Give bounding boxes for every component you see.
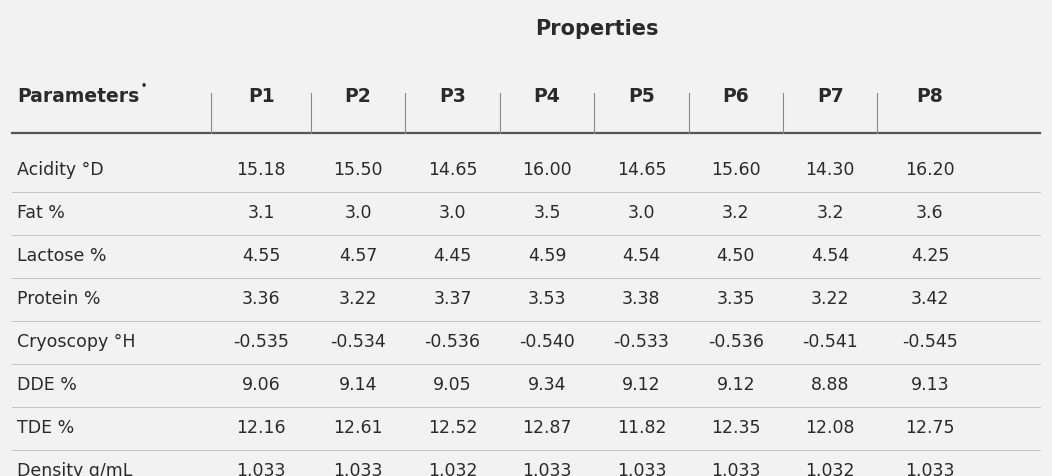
Text: -0.534: -0.534 — [330, 333, 386, 351]
Text: 3.0: 3.0 — [439, 205, 466, 222]
Text: 4.54: 4.54 — [623, 248, 661, 266]
Text: 15.60: 15.60 — [711, 161, 761, 179]
Text: Fat %: Fat % — [17, 205, 65, 222]
Text: 3.38: 3.38 — [622, 290, 661, 308]
Text: P4: P4 — [533, 88, 561, 106]
Text: 12.52: 12.52 — [428, 419, 478, 437]
Text: 9.12: 9.12 — [716, 377, 755, 394]
Text: Cryoscopy °H: Cryoscopy °H — [17, 333, 136, 351]
Text: 1.033: 1.033 — [905, 462, 955, 476]
Text: 3.5: 3.5 — [533, 205, 561, 222]
Text: 3.6: 3.6 — [916, 205, 944, 222]
Text: 16.20: 16.20 — [905, 161, 955, 179]
Text: P2: P2 — [345, 88, 371, 106]
Text: 9.12: 9.12 — [622, 377, 661, 394]
Text: 4.57: 4.57 — [339, 248, 378, 266]
Text: 4.45: 4.45 — [433, 248, 471, 266]
Text: 4.50: 4.50 — [716, 248, 755, 266]
Text: 4.59: 4.59 — [528, 248, 566, 266]
Text: 12.35: 12.35 — [711, 419, 761, 437]
Text: 3.2: 3.2 — [816, 205, 844, 222]
Text: -0.541: -0.541 — [803, 333, 858, 351]
Text: 14.65: 14.65 — [428, 161, 478, 179]
Text: 3.22: 3.22 — [811, 290, 850, 308]
Text: 3.2: 3.2 — [722, 205, 750, 222]
Text: 1.032: 1.032 — [806, 462, 855, 476]
Text: Lactose %: Lactose % — [17, 248, 106, 266]
Text: 16.00: 16.00 — [522, 161, 572, 179]
Text: 3.53: 3.53 — [528, 290, 566, 308]
Text: P3: P3 — [439, 88, 466, 106]
Text: -0.536: -0.536 — [425, 333, 481, 351]
Text: •: • — [141, 81, 147, 91]
Text: -0.536: -0.536 — [708, 333, 764, 351]
Text: Acidity °D: Acidity °D — [17, 161, 104, 179]
Text: P7: P7 — [817, 88, 844, 106]
Text: -0.540: -0.540 — [519, 333, 574, 351]
Text: 1.033: 1.033 — [711, 462, 761, 476]
Text: 9.14: 9.14 — [339, 377, 378, 394]
Text: 3.37: 3.37 — [433, 290, 471, 308]
Text: P6: P6 — [723, 88, 749, 106]
Text: 1.033: 1.033 — [522, 462, 571, 476]
Text: 12.61: 12.61 — [333, 419, 383, 437]
Text: 12.08: 12.08 — [806, 419, 855, 437]
Text: 1.032: 1.032 — [428, 462, 478, 476]
Text: -0.535: -0.535 — [234, 333, 289, 351]
Text: 3.36: 3.36 — [242, 290, 281, 308]
Text: 9.34: 9.34 — [528, 377, 566, 394]
Text: 12.87: 12.87 — [522, 419, 571, 437]
Text: 9.13: 9.13 — [911, 377, 949, 394]
Text: 15.18: 15.18 — [237, 161, 286, 179]
Text: Density g/mL: Density g/mL — [17, 462, 133, 476]
Text: 8.88: 8.88 — [811, 377, 850, 394]
Text: Protein %: Protein % — [17, 290, 101, 308]
Text: P5: P5 — [628, 88, 654, 106]
Text: 15.50: 15.50 — [333, 161, 383, 179]
Text: Properties: Properties — [535, 19, 659, 39]
Text: 1.033: 1.033 — [333, 462, 383, 476]
Text: 1.033: 1.033 — [616, 462, 666, 476]
Text: -0.545: -0.545 — [902, 333, 957, 351]
Text: DDE %: DDE % — [17, 377, 77, 394]
Text: TDE %: TDE % — [17, 419, 75, 437]
Text: 9.05: 9.05 — [433, 377, 472, 394]
Text: 4.25: 4.25 — [911, 248, 949, 266]
Text: 1.033: 1.033 — [237, 462, 286, 476]
Text: 4.55: 4.55 — [242, 248, 280, 266]
Text: 12.16: 12.16 — [237, 419, 286, 437]
Text: 3.22: 3.22 — [339, 290, 378, 308]
Text: 3.1: 3.1 — [247, 205, 275, 222]
Text: P8: P8 — [916, 88, 944, 106]
Text: Parameters: Parameters — [17, 88, 139, 106]
Text: -0.533: -0.533 — [613, 333, 669, 351]
Text: 14.65: 14.65 — [616, 161, 666, 179]
Text: 3.0: 3.0 — [628, 205, 655, 222]
Text: 3.0: 3.0 — [344, 205, 371, 222]
Text: 4.54: 4.54 — [811, 248, 849, 266]
Text: 12.75: 12.75 — [905, 419, 955, 437]
Text: P1: P1 — [248, 88, 275, 106]
Text: 9.06: 9.06 — [242, 377, 281, 394]
Text: 14.30: 14.30 — [806, 161, 855, 179]
Text: 3.35: 3.35 — [716, 290, 755, 308]
Text: 3.42: 3.42 — [911, 290, 949, 308]
Text: 11.82: 11.82 — [616, 419, 666, 437]
